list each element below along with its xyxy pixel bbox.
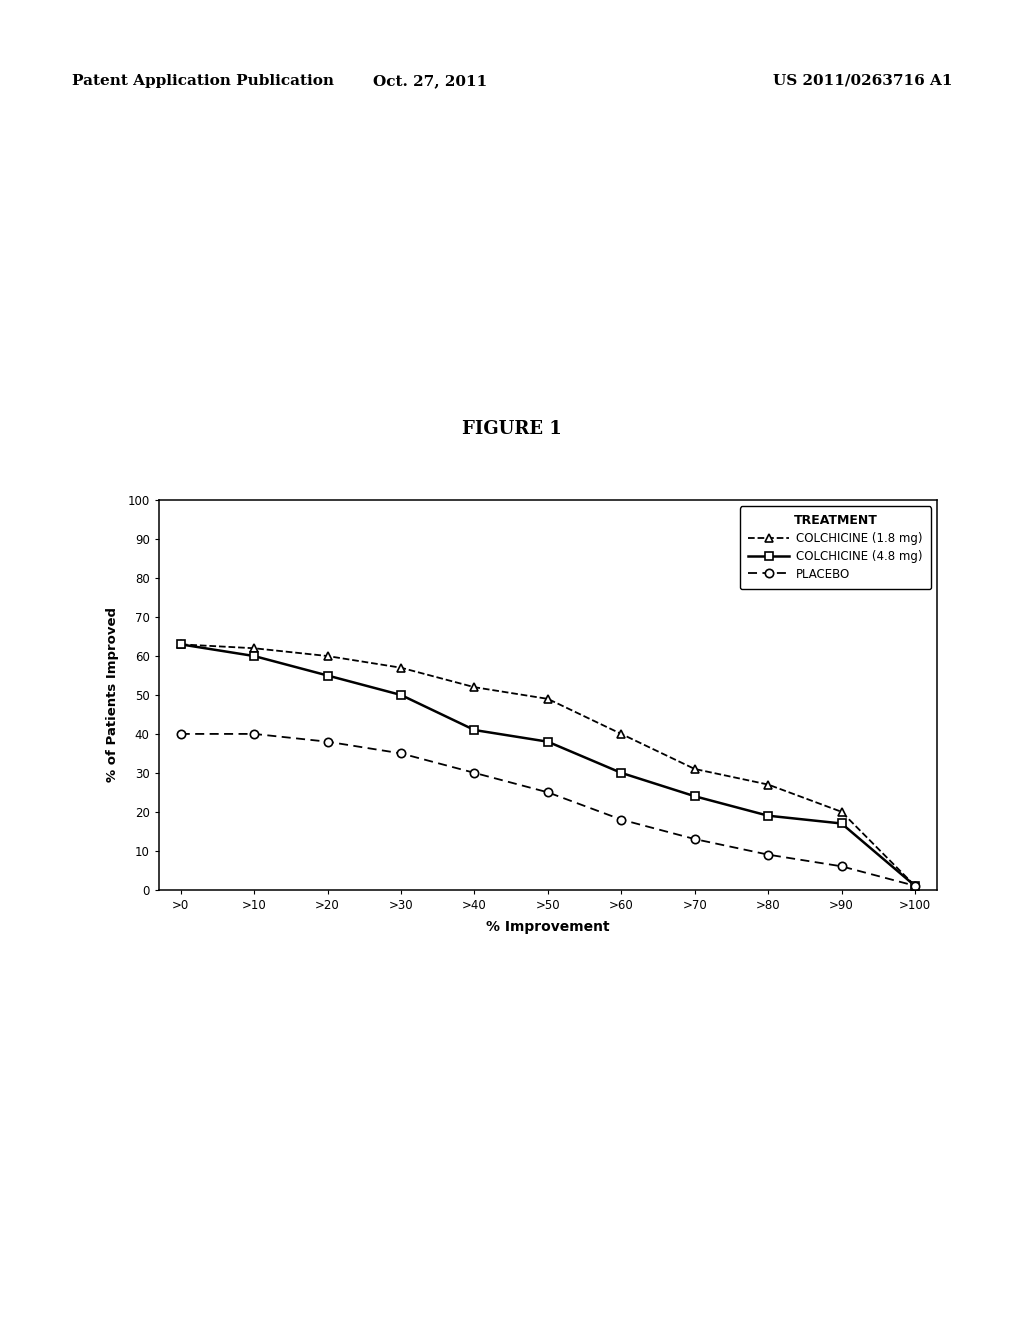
Text: Patent Application Publication: Patent Application Publication bbox=[72, 74, 334, 88]
Legend: COLCHICINE (1.8 mg), COLCHICINE (4.8 mg), PLACEBO: COLCHICINE (1.8 mg), COLCHICINE (4.8 mg)… bbox=[739, 506, 931, 589]
Text: US 2011/0263716 A1: US 2011/0263716 A1 bbox=[773, 74, 952, 88]
Text: FIGURE 1: FIGURE 1 bbox=[462, 420, 562, 438]
Text: Oct. 27, 2011: Oct. 27, 2011 bbox=[373, 74, 487, 88]
X-axis label: % Improvement: % Improvement bbox=[486, 920, 609, 935]
Y-axis label: % of Patients Improved: % of Patients Improved bbox=[106, 607, 119, 783]
